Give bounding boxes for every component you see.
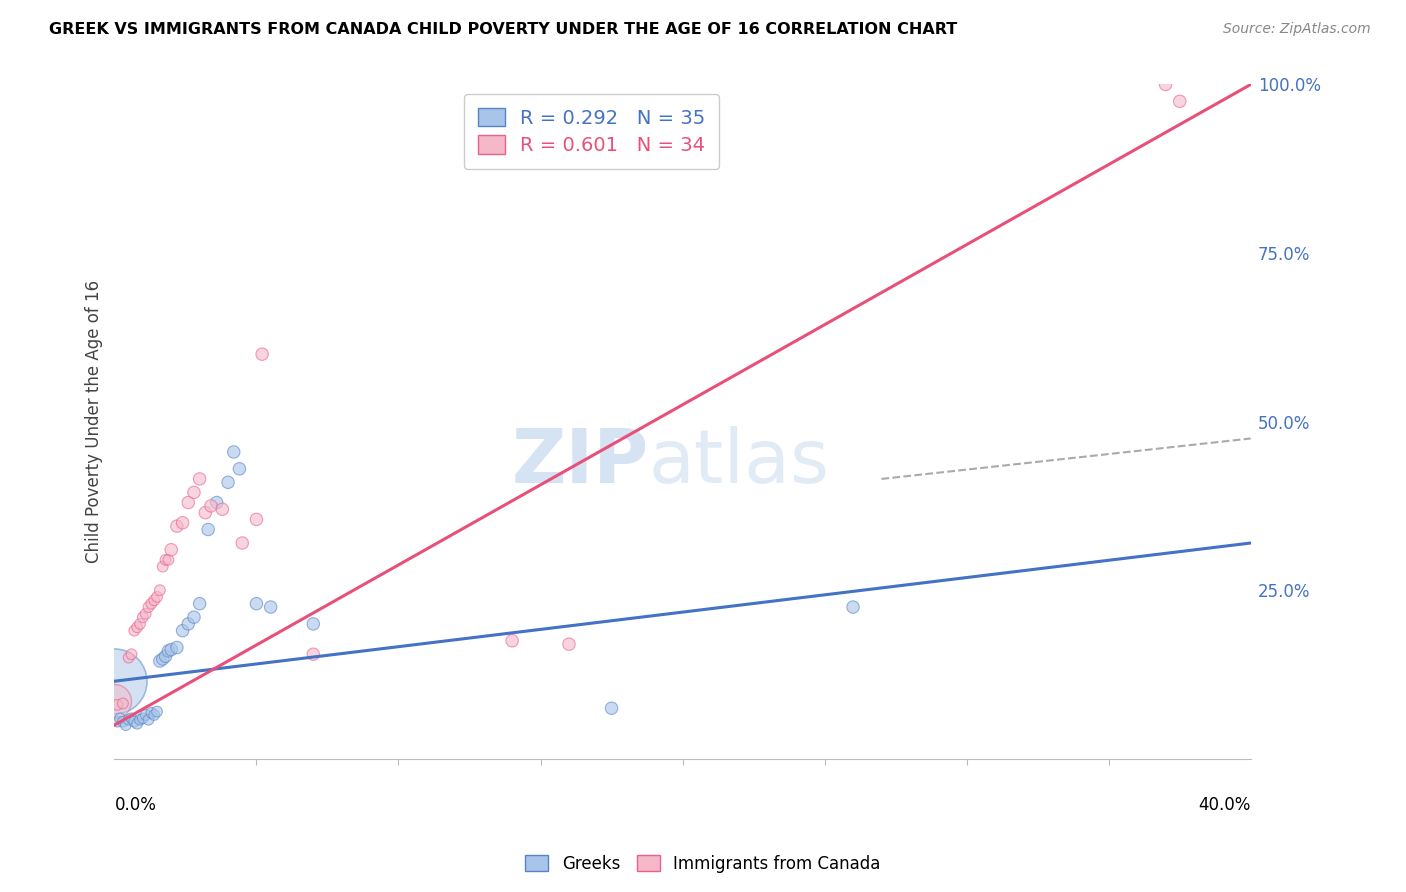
Point <box>188 472 211 486</box>
Point <box>143 593 166 607</box>
Point <box>146 705 169 719</box>
Point <box>501 633 523 648</box>
Point <box>172 624 194 638</box>
Point <box>152 652 174 666</box>
Point <box>160 542 183 557</box>
Point <box>245 597 267 611</box>
Point <box>117 650 139 665</box>
Point <box>177 495 200 509</box>
Point <box>103 674 125 689</box>
Point <box>302 616 325 631</box>
Point <box>842 600 865 615</box>
Point <box>177 616 200 631</box>
Point <box>103 694 125 708</box>
Point <box>188 597 211 611</box>
Point <box>129 713 152 727</box>
Point <box>197 523 219 537</box>
Point <box>138 713 160 727</box>
Point <box>245 512 267 526</box>
Text: 40.0%: 40.0% <box>1198 796 1251 814</box>
Y-axis label: Child Poverty Under the Age of 16: Child Poverty Under the Age of 16 <box>86 280 103 563</box>
Text: atlas: atlas <box>648 425 830 499</box>
Point <box>135 708 157 723</box>
Point <box>120 711 142 725</box>
Point <box>149 583 172 598</box>
Point <box>160 642 183 657</box>
Point <box>228 462 250 476</box>
Point <box>132 711 155 725</box>
Point <box>222 445 245 459</box>
Text: ZIP: ZIP <box>512 425 648 499</box>
Point <box>124 624 146 638</box>
Point <box>111 697 134 711</box>
Point <box>200 499 222 513</box>
Point <box>166 519 188 533</box>
Point <box>152 559 174 574</box>
Legend: R = 0.292   N = 35, R = 0.601   N = 34: R = 0.292 N = 35, R = 0.601 N = 34 <box>464 95 720 169</box>
Text: 0.0%: 0.0% <box>114 796 156 814</box>
Point <box>149 654 172 668</box>
Point <box>157 644 180 658</box>
Point <box>166 640 188 655</box>
Point <box>231 536 253 550</box>
Point <box>183 610 205 624</box>
Point <box>120 647 142 661</box>
Point <box>183 485 205 500</box>
Point <box>205 495 228 509</box>
Point <box>105 714 128 729</box>
Point <box>157 553 180 567</box>
Point <box>302 647 325 661</box>
Point <box>1168 95 1191 109</box>
Point <box>141 597 163 611</box>
Point <box>155 553 177 567</box>
Point <box>1154 78 1177 92</box>
Point <box>114 718 136 732</box>
Point <box>172 516 194 530</box>
Text: Source: ZipAtlas.com: Source: ZipAtlas.com <box>1223 22 1371 37</box>
Point <box>217 475 239 490</box>
Point <box>135 607 157 621</box>
Point <box>138 600 160 615</box>
Point <box>117 713 139 727</box>
Point <box>127 620 149 634</box>
Point <box>124 714 146 729</box>
Text: GREEK VS IMMIGRANTS FROM CANADA CHILD POVERTY UNDER THE AGE OF 16 CORRELATION CH: GREEK VS IMMIGRANTS FROM CANADA CHILD PO… <box>49 22 957 37</box>
Point <box>108 711 131 725</box>
Point <box>141 706 163 720</box>
Point <box>111 714 134 729</box>
Point <box>132 610 155 624</box>
Point <box>194 506 217 520</box>
Point <box>211 502 233 516</box>
Point <box>129 616 152 631</box>
Point <box>146 590 169 604</box>
Point <box>558 637 581 651</box>
Point <box>155 649 177 664</box>
Point <box>143 708 166 723</box>
Point <box>600 701 623 715</box>
Point <box>250 347 273 361</box>
Point <box>127 716 149 731</box>
Point <box>105 698 128 712</box>
Point <box>260 600 283 615</box>
Legend: Greeks, Immigrants from Canada: Greeks, Immigrants from Canada <box>519 848 887 880</box>
